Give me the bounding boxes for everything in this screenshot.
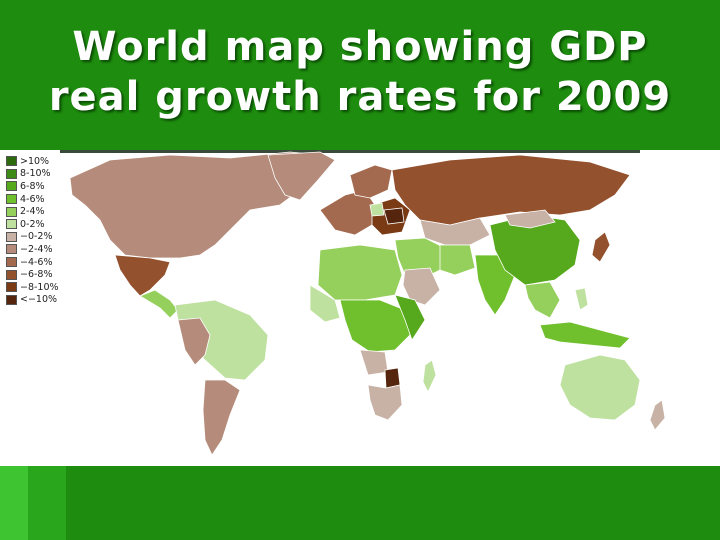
legend-item: >10%: [6, 155, 76, 168]
legend-swatch: [6, 219, 17, 230]
slide-title: World map showing GDP real growth rates …: [0, 22, 720, 122]
map-region-poland: [369, 202, 385, 217]
map-region-south-america-west: [177, 317, 211, 366]
map-region-greenland: [267, 151, 336, 201]
map-region-southeast-asia: [524, 281, 561, 319]
world-map: [69, 151, 666, 456]
legend-swatch: [6, 168, 17, 179]
map-region-africa-central: [339, 299, 411, 353]
map-region-russia: [391, 154, 631, 226]
map-region-scandinavia: [349, 164, 393, 199]
legend-item: 4-6%: [6, 193, 76, 206]
map-region-zimbabwe: [384, 367, 401, 389]
map-region-angola: [359, 349, 389, 376]
map-region-south-america-south: [202, 379, 241, 456]
map-region-indonesia: [539, 321, 631, 349]
map-region-madagascar: [422, 359, 437, 393]
legend-swatch: [6, 282, 17, 293]
legend-swatch: [6, 269, 17, 280]
legend-label: 8-10%: [20, 168, 51, 180]
map-region-iran: [439, 244, 476, 276]
legend-swatch: [6, 257, 17, 268]
legend-label: −8-10%: [20, 281, 59, 293]
legend-item: −8-10%: [6, 281, 76, 294]
title-line-2: real growth rates for 2009: [48, 74, 672, 120]
map-region-africa-east: [394, 294, 426, 341]
legend-swatch: [6, 206, 17, 217]
legend-item: −4-6%: [6, 256, 76, 269]
map-region-africa-west: [309, 284, 341, 323]
map-region-central-asia: [419, 217, 491, 246]
map-region-ukraine: [383, 207, 405, 225]
map-top-border: [60, 150, 640, 153]
map-region-africa-north: [317, 244, 403, 301]
map-region-new-zealand: [649, 399, 666, 431]
legend-item: <−10%: [6, 294, 76, 307]
title-line-1: World map showing GDP: [72, 24, 648, 70]
map-region-arabia: [402, 267, 441, 306]
title-band: [0, 0, 720, 150]
legend-label: −6-8%: [20, 269, 53, 281]
map-region-mongolia: [504, 209, 556, 229]
map-region-mexico: [114, 254, 171, 297]
legend-label: >10%: [20, 155, 50, 167]
map-region-north-america: [69, 151, 331, 259]
bottom-accent-mid: [28, 466, 66, 540]
legend-item: 2-4%: [6, 205, 76, 218]
legend-label: <−10%: [20, 294, 58, 306]
legend-swatch: [6, 156, 17, 167]
map-region-philippines: [574, 287, 589, 311]
legend-item: −2-4%: [6, 243, 76, 256]
legend-item: 8-10%: [6, 168, 76, 181]
legend-item: 6-8%: [6, 180, 76, 193]
legend-label: 4-6%: [20, 193, 45, 205]
legend-item: 0-2%: [6, 218, 76, 231]
map-region-southern-africa: [367, 384, 403, 421]
legend-label: −2-4%: [20, 243, 53, 255]
legend-swatch: [6, 294, 17, 305]
legend-item: −6-8%: [6, 268, 76, 281]
legend-swatch: [6, 194, 17, 205]
legend-label: 6-8%: [20, 180, 45, 192]
bottom-accent-light: [0, 466, 28, 540]
bottom-band: [0, 466, 720, 540]
map-region-central-america: [139, 289, 179, 319]
map-legend: >10% 8-10% 6-8% 4-6% 2-4% 0-2% −0-2% −2-4% −4-6%…: [6, 155, 76, 306]
legend-label: −0-2%: [20, 231, 53, 243]
legend-label: 0-2%: [20, 218, 45, 230]
map-region-australia: [559, 354, 641, 421]
legend-item: −0-2%: [6, 231, 76, 244]
legend-label: −4-6%: [20, 256, 53, 268]
map-region-japan: [591, 231, 611, 263]
map-panel: [0, 150, 720, 466]
legend-swatch: [6, 244, 17, 255]
legend-label: 2-4%: [20, 206, 45, 218]
legend-swatch: [6, 181, 17, 192]
legend-swatch: [6, 231, 17, 242]
